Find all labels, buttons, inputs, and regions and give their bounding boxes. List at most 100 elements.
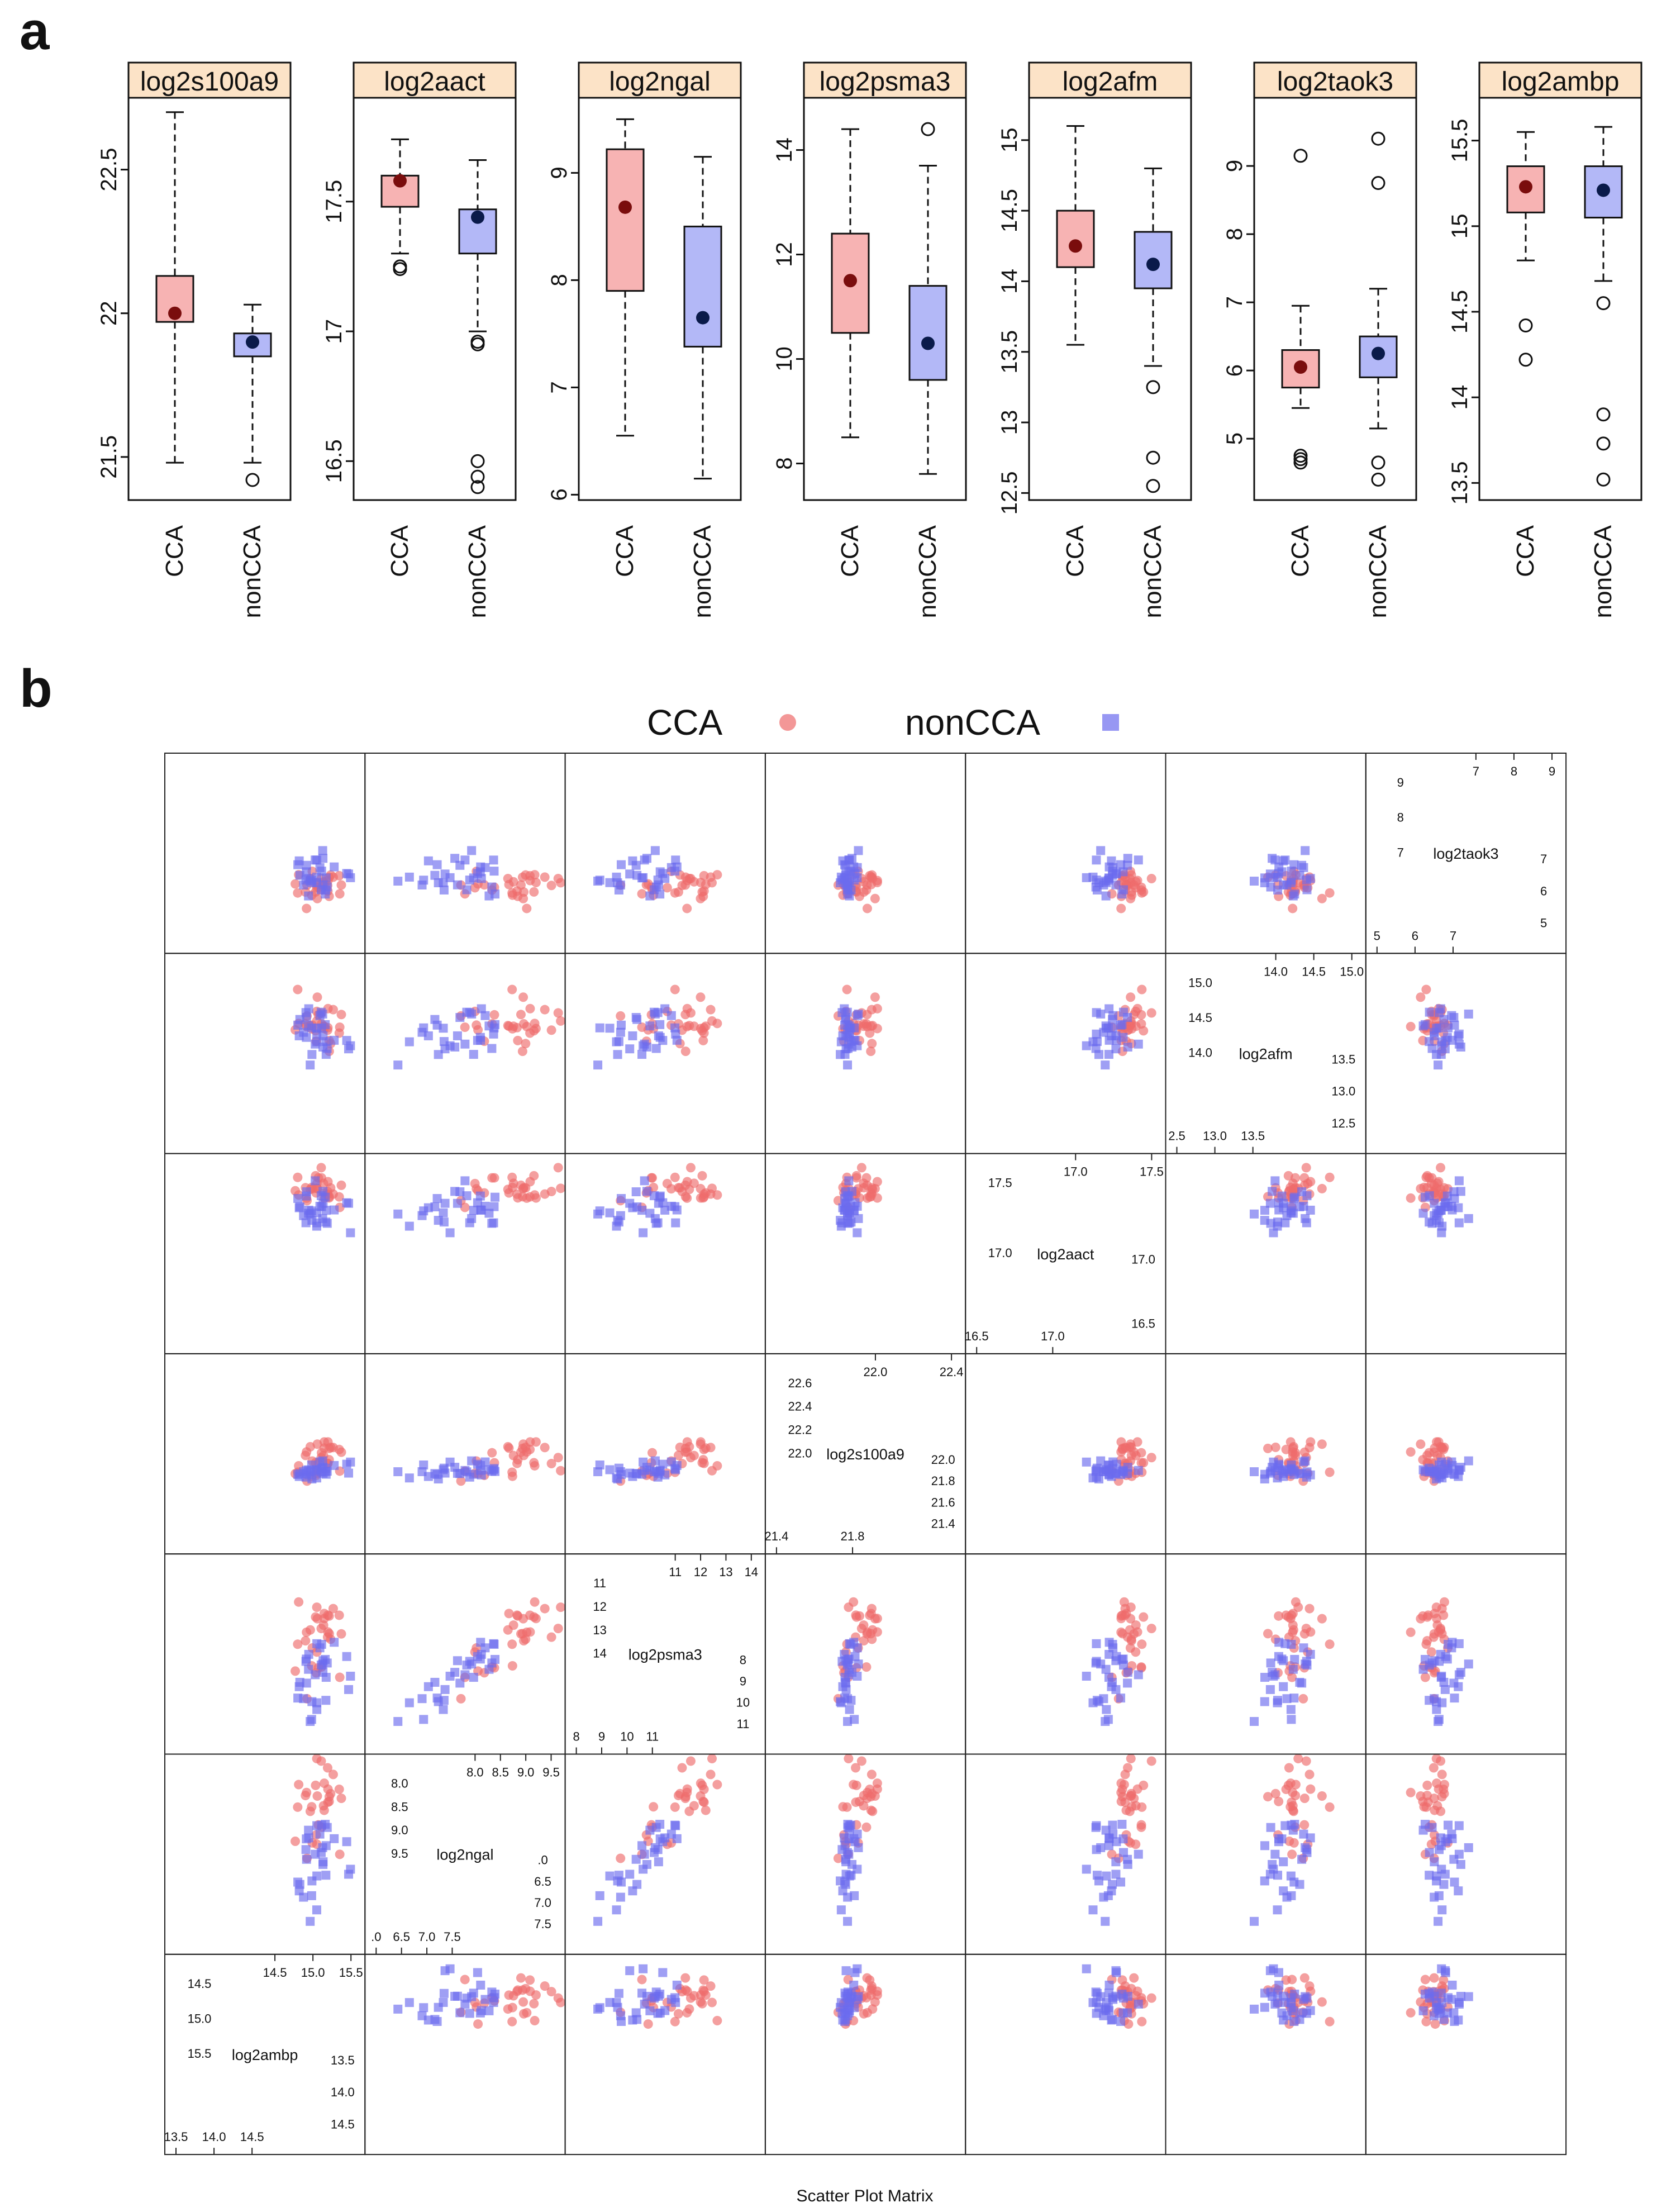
point-nonCCA — [419, 1206, 428, 1216]
diag-var-label: log2s100a9 — [826, 1446, 904, 1463]
point-CCA — [1263, 1629, 1273, 1639]
point-nonCCA — [840, 1206, 850, 1215]
point-CCA — [540, 1443, 550, 1453]
point-nonCCA — [1260, 2002, 1269, 2012]
point-nonCCA — [671, 1218, 680, 1228]
strip-background — [1253, 61, 1417, 99]
point-CCA — [1281, 1444, 1291, 1454]
diag-var-label: log2aact — [1037, 1246, 1094, 1263]
point-nonCCA — [1297, 2008, 1307, 2018]
point-nonCCA — [455, 860, 465, 870]
point-CCA — [699, 1458, 709, 1468]
point-CCA — [546, 881, 556, 891]
point-CCA — [1126, 1754, 1136, 1763]
group-label: nonCCA — [464, 525, 491, 618]
point-nonCCA — [1306, 874, 1315, 883]
point-CCA — [1421, 984, 1431, 995]
point-CCA — [334, 1785, 344, 1795]
point-nonCCA — [1434, 1060, 1443, 1070]
boxplot-panels: log2s100a9 21.5 22 22.5 CCA nonCCA log2aact 16.… — [97, 61, 1642, 618]
point-CCA — [712, 870, 722, 880]
point-nonCCA — [1273, 1998, 1282, 2008]
point-CCA — [1303, 1178, 1313, 1188]
point-nonCCA — [491, 1467, 500, 1476]
point-nonCCA — [304, 891, 313, 901]
point-nonCCA — [1274, 1638, 1284, 1647]
point-CCA — [1439, 1975, 1449, 1985]
point-nonCCA — [440, 1044, 450, 1054]
point-nonCCA — [649, 1007, 659, 1017]
point-CCA — [328, 1604, 338, 1614]
diag-tick-top: 9.5 — [542, 1766, 560, 1780]
panel-title: log2taok3 — [1277, 67, 1393, 97]
point-CCA — [302, 1787, 312, 1797]
splom-cell — [965, 1353, 1166, 1555]
point-nonCCA — [330, 1461, 339, 1470]
point-CCA — [1281, 1975, 1291, 1985]
point-nonCCA — [404, 1698, 414, 1707]
point-nonCCA — [1249, 1916, 1259, 1926]
point-nonCCA — [1111, 1870, 1121, 1879]
point-CCA — [293, 984, 303, 995]
cell-frame — [1365, 953, 1567, 1154]
point-nonCCA — [1437, 1221, 1447, 1231]
point-CCA — [706, 1005, 716, 1015]
point-nonCCA — [1107, 2015, 1116, 2025]
point-nonCCA — [404, 872, 414, 882]
diag-tick-right: 6 — [1540, 884, 1547, 898]
diag-tick-bottom: 8 — [573, 1730, 579, 1744]
point-nonCCA — [840, 1673, 850, 1682]
diag-tick-bottom: 11 — [646, 1730, 659, 1744]
splom-cell — [164, 1353, 366, 1555]
outlier — [1146, 380, 1160, 394]
point-CCA — [670, 984, 680, 995]
point-nonCCA — [1287, 1891, 1296, 1900]
point-nonCCA — [595, 876, 604, 885]
point-CCA — [1131, 1839, 1141, 1849]
diag-tick-left: 7 — [1397, 845, 1404, 859]
point-nonCCA — [302, 867, 311, 877]
point-CCA — [540, 1005, 550, 1015]
point-CCA — [712, 2015, 722, 2025]
diag-var-label: log2ambp — [232, 2047, 298, 2063]
point-CCA — [1406, 2008, 1416, 2018]
point-nonCCA — [649, 1191, 659, 1201]
point-nonCCA — [393, 1717, 403, 1726]
point-nonCCA — [1118, 1834, 1128, 1844]
point-CCA — [1317, 1439, 1327, 1449]
point-CCA — [311, 1780, 321, 1790]
point-nonCCA — [469, 1673, 478, 1682]
diag-tick-top: 12 — [694, 1565, 707, 1579]
point-nonCCA — [660, 1004, 670, 1014]
point-CCA — [872, 1003, 882, 1014]
point-CCA — [530, 2015, 540, 2025]
cell-frame — [965, 953, 1166, 1154]
point-nonCCA — [1266, 1658, 1275, 1668]
point-nonCCA — [1277, 1191, 1287, 1201]
point-nonCCA — [1290, 1820, 1299, 1829]
cell-frame — [564, 1353, 766, 1555]
point-CCA — [1136, 1458, 1146, 1468]
point-nonCCA — [1425, 1661, 1434, 1670]
diag-tick-left: 22.0 — [788, 1446, 812, 1460]
splom-cell — [564, 1753, 766, 1955]
point-nonCCA — [605, 1997, 615, 2007]
point-CCA — [1146, 1624, 1156, 1634]
point-nonCCA — [1447, 1995, 1456, 2004]
point-nonCCA — [1103, 2003, 1113, 2013]
point-nonCCA — [1274, 1968, 1283, 1977]
splom-cell — [564, 753, 766, 954]
point-nonCCA — [1306, 1649, 1315, 1659]
point-nonCCA — [616, 860, 626, 869]
plot-frame — [578, 97, 742, 501]
diag-tick-left: 9 — [1397, 776, 1404, 789]
point-CCA — [870, 992, 880, 1002]
point-CCA — [334, 1192, 344, 1202]
point-nonCCA — [847, 1668, 857, 1677]
point-nonCCA — [393, 1467, 403, 1477]
diag-tick-top: 9 — [1549, 764, 1555, 778]
point-nonCCA — [321, 1841, 331, 1851]
point-nonCCA — [1437, 1037, 1447, 1046]
